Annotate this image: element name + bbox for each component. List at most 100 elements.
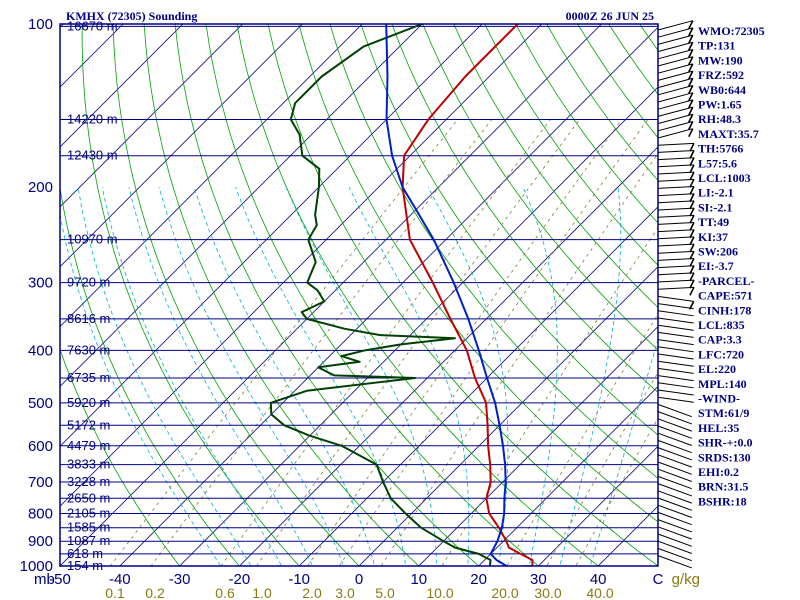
dry-adiabat (60, 348, 181, 566)
wind-barb (657, 258, 694, 261)
index-value: BSHR:18 (698, 494, 747, 508)
wind-barb-flag (689, 229, 695, 239)
wind-barb (657, 519, 692, 533)
wind-barb (657, 339, 694, 346)
wind-barb-flag (688, 128, 694, 138)
index-value: FRZ:592 (698, 68, 744, 82)
pressure-labels: 100 200 300 400 500 600 700 800 900 1000 (20, 16, 53, 575)
moist-adiabat (128, 187, 313, 566)
wind-barb (657, 214, 694, 218)
wind-barb-flag (689, 236, 695, 246)
parcel-line (385, 24, 509, 566)
index-value: RH:48.3 (698, 112, 741, 126)
wind-barb (657, 295, 694, 302)
temperature-line (401, 24, 534, 566)
wind-barb (657, 533, 692, 547)
isobars (60, 25, 658, 567)
index-value: WMO:72305 (698, 24, 765, 38)
mixing-ratio-line (575, 417, 658, 566)
temperature-tick-label: -50 (49, 571, 71, 588)
height-label: 2650 m (67, 490, 110, 505)
wind-barb (657, 178, 694, 182)
wind-barb-flag (689, 250, 695, 260)
wind-barb (657, 360, 694, 367)
moist-adiabat (427, 187, 509, 566)
wind-barb (657, 468, 692, 482)
height-label: 4479 m (67, 438, 110, 453)
wind-barb (657, 483, 692, 497)
index-value: MW:190 (698, 53, 743, 67)
wind-barb-flag (688, 121, 694, 130)
isotherm-line (60, 24, 483, 447)
index-value: WB0:644 (698, 83, 746, 97)
isotherm-line (238, 146, 658, 566)
wind-barb (657, 504, 692, 518)
wind-barb-flag (688, 85, 694, 94)
wind-barb (657, 41, 693, 53)
index-value: EI:-3.7 (698, 259, 734, 273)
wind-barb (657, 222, 694, 225)
wind-barb-flag (689, 164, 695, 174)
index-value: SHR-+:0.0 (698, 436, 753, 450)
isotherm-line (418, 325, 658, 566)
mixing-ratio-label: 30.0 (534, 585, 561, 600)
isotherm-line (60, 24, 543, 507)
height-label: 618 m (67, 546, 103, 561)
wind-barb (657, 200, 694, 204)
mixing-ratio-label: 3.0 (335, 585, 355, 600)
wind-barb (657, 272, 694, 276)
temperature-tick-label: 20 (470, 571, 487, 588)
height-label: 7630 m (67, 342, 110, 357)
wind-barb (657, 403, 692, 418)
pressure-unit: mb (34, 571, 55, 588)
temperature-tick-label: 30 (530, 571, 547, 588)
mixing-ratio-label: 10.0 (426, 585, 453, 600)
wind-barb (657, 382, 694, 389)
wind-barb (657, 77, 693, 89)
moist-adiabat (348, 187, 470, 566)
wind-barb (657, 164, 694, 168)
wind-barb-flag (689, 178, 695, 188)
wind-barb-flag (688, 77, 694, 87)
wind-barb-flag (689, 222, 695, 231)
height-label: 3228 m (67, 474, 110, 489)
dry-adiabat (81, 24, 300, 566)
isotherm-line (60, 24, 603, 566)
index-value: PW:1.65 (698, 98, 742, 112)
index-value: STM:61/9 (698, 406, 749, 420)
pressure-label: 900 (28, 533, 53, 550)
wind-barb (657, 142, 694, 146)
index-value: TT:49 (698, 215, 729, 229)
wind-barb (657, 511, 692, 526)
mixing-unit: g/kg (672, 571, 700, 588)
wind-barb-flag (689, 272, 695, 282)
wind-barb (657, 497, 692, 511)
height-label: 14220 m (67, 111, 118, 126)
index-value: CINH:178 (698, 303, 751, 317)
isotherm-line (298, 206, 658, 566)
wind-barb-flag (689, 142, 695, 152)
isotherm-line (60, 24, 304, 268)
mixing-ratio-label: 1.0 (252, 585, 272, 600)
height-label: 16670 m (67, 18, 118, 33)
index-value: -WIND- (698, 392, 740, 406)
wind-barb (657, 186, 694, 189)
dry-adiabat (484, 24, 658, 266)
wind-barb-flag (688, 41, 694, 51)
wind-barb-flag (689, 279, 695, 289)
wind-barb (657, 63, 693, 74)
mixing-ratio-labels: 0.1 0.2 0.6 1.0 2.0 3.0 5.0 10.0 20.0 30.0 40.0 (105, 585, 614, 600)
moist-adiabat (193, 187, 376, 566)
isotherm-line (358, 266, 658, 566)
mixing-ratio-label: 40.0 (586, 585, 613, 600)
wind-barb (657, 353, 694, 360)
temperature-tick-label: 40 (590, 571, 607, 588)
mixing-ratio-label: 5.0 (375, 585, 395, 600)
pressure-label: 700 (28, 474, 53, 491)
moist-adiabat (285, 187, 438, 566)
index-value: SI:-2.1 (698, 200, 732, 214)
wind-barb (657, 418, 692, 432)
wind-barb (657, 367, 694, 374)
dry-adiabat (515, 24, 658, 224)
